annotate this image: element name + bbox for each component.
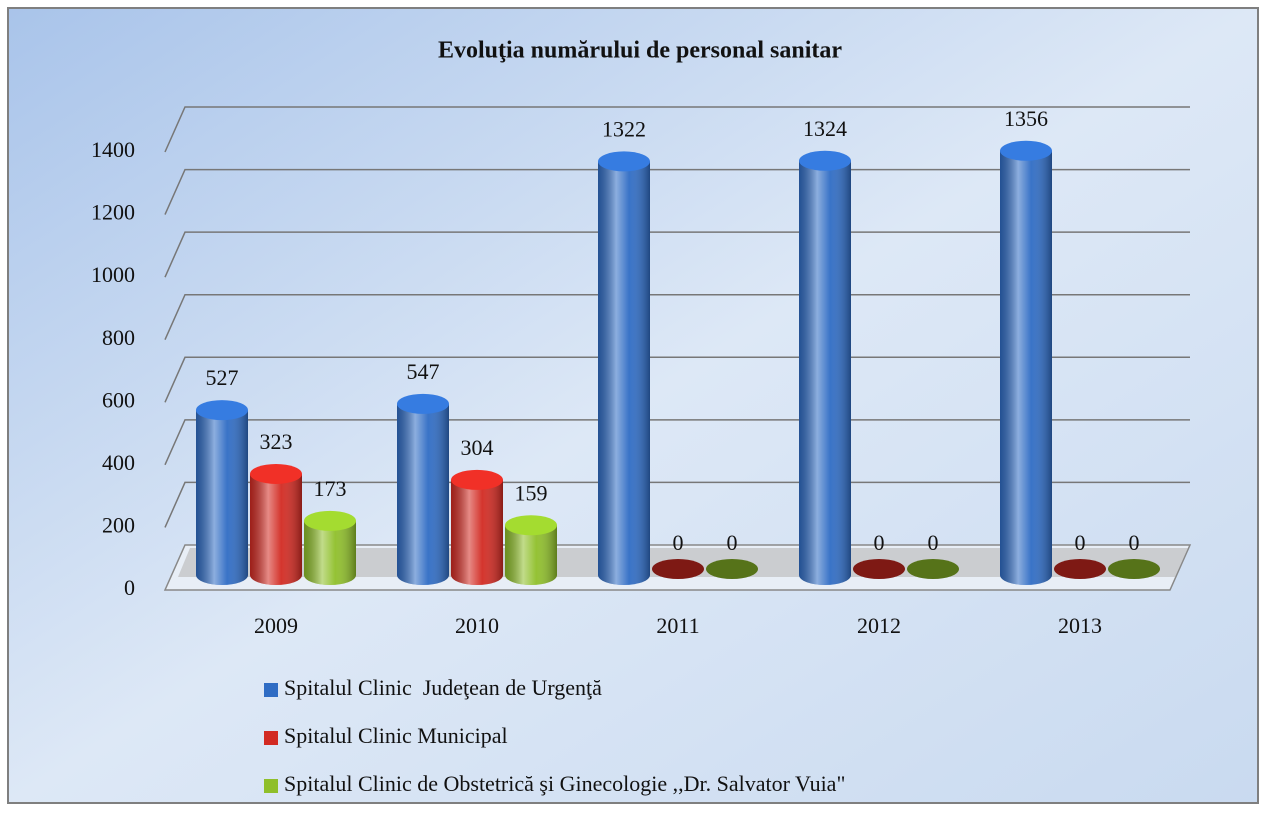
bar-top xyxy=(397,393,449,414)
legend-swatch xyxy=(264,731,278,745)
x-tick-label: 2010 xyxy=(455,613,499,638)
legend-label: Spitalul Clinic de Obstetrică şi Ginecol… xyxy=(284,771,845,796)
chart-title: Evoluţia numărului de personal sanitar xyxy=(438,38,842,64)
bar-highlight xyxy=(1000,150,1052,585)
bar xyxy=(853,559,905,579)
y-tick-label: 800 xyxy=(102,325,135,350)
legend-swatch xyxy=(264,779,278,793)
y-tick-label: 400 xyxy=(102,450,135,475)
value-label: 304 xyxy=(461,435,494,460)
value-label: 1322 xyxy=(602,116,646,141)
bar xyxy=(907,559,959,579)
y-tick-label: 1000 xyxy=(91,262,135,287)
bar-top xyxy=(505,515,557,536)
value-label: 527 xyxy=(206,365,239,390)
legend-swatch xyxy=(264,683,278,697)
legend-label: Spitalul Clinic Municipal xyxy=(284,723,508,748)
grid-line xyxy=(164,356,1190,403)
value-label: 0 xyxy=(673,530,684,555)
bar-top xyxy=(799,150,851,171)
bar-highlight xyxy=(451,479,503,585)
grid-line xyxy=(164,231,1190,278)
x-tick-label: 2012 xyxy=(857,613,901,638)
bar-highlight xyxy=(397,403,449,585)
value-label: 323 xyxy=(260,429,293,454)
bar-top xyxy=(598,151,650,172)
value-label: 1324 xyxy=(803,116,847,141)
grid-line xyxy=(164,106,1190,153)
bar-top xyxy=(304,510,356,531)
grid-line xyxy=(164,419,1190,466)
bar xyxy=(652,559,704,579)
grid-line xyxy=(164,168,1190,215)
bar-top xyxy=(1000,140,1052,161)
bar-highlight xyxy=(250,473,302,585)
x-tick-label: 2009 xyxy=(254,613,298,638)
grid-line xyxy=(164,293,1190,341)
bar-highlight xyxy=(799,160,851,585)
bar-highlight xyxy=(505,525,557,585)
legend-label: Spitalul Clinic Judeţean de Urgenţă xyxy=(284,675,602,700)
x-tick-label: 2011 xyxy=(656,613,699,638)
value-label: 0 xyxy=(874,530,885,555)
bar-top xyxy=(250,463,302,484)
value-label: 0 xyxy=(928,530,939,555)
x-tick-label: 2013 xyxy=(1058,613,1102,638)
bar xyxy=(706,559,758,579)
grid-line xyxy=(164,481,1190,528)
value-label: 547 xyxy=(407,359,440,384)
y-tick-label: 0 xyxy=(124,575,135,600)
value-label: 0 xyxy=(727,530,738,555)
y-tick-label: 600 xyxy=(102,387,135,412)
y-tick-label: 1400 xyxy=(91,137,135,162)
bar xyxy=(1054,559,1106,579)
value-label: 173 xyxy=(314,476,347,501)
y-tick-label: 200 xyxy=(102,512,135,537)
bar-highlight xyxy=(598,161,650,585)
value-label: 1356 xyxy=(1004,106,1048,131)
value-label: 0 xyxy=(1075,530,1086,555)
bar-top xyxy=(196,400,248,421)
bar xyxy=(1108,559,1160,579)
y-tick-label: 1200 xyxy=(91,200,135,225)
bar-top xyxy=(451,469,503,490)
value-label: 0 xyxy=(1129,530,1140,555)
bar-highlight xyxy=(304,520,356,585)
bar-highlight xyxy=(196,410,248,585)
value-label: 159 xyxy=(515,480,548,505)
